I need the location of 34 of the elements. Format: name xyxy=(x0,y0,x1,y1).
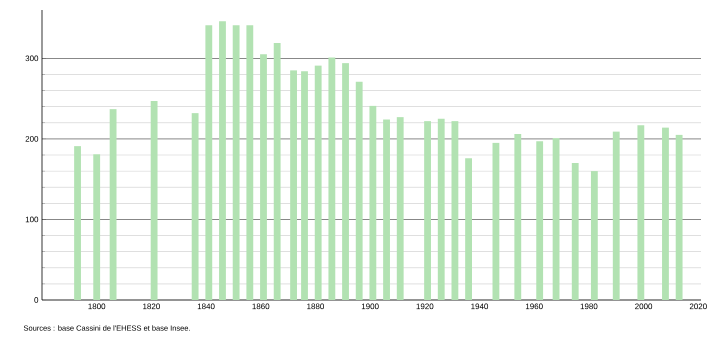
bar xyxy=(465,158,472,300)
bar xyxy=(514,134,522,300)
bar xyxy=(74,146,81,300)
bar xyxy=(246,25,254,300)
bar xyxy=(328,58,336,300)
bar xyxy=(451,121,458,300)
bar xyxy=(369,106,376,300)
bar xyxy=(232,25,240,300)
bar xyxy=(301,71,308,300)
bar xyxy=(438,118,445,300)
bar xyxy=(314,66,322,300)
bar xyxy=(676,134,683,300)
bar xyxy=(110,109,117,300)
bar xyxy=(150,101,158,300)
bar xyxy=(637,125,644,300)
bar xyxy=(536,141,544,300)
bar xyxy=(383,120,390,300)
bar xyxy=(205,25,212,300)
bar xyxy=(492,142,500,300)
bar xyxy=(260,54,267,300)
bar xyxy=(552,138,560,300)
bar xyxy=(396,117,404,300)
bar xyxy=(93,154,100,300)
bar xyxy=(290,70,297,300)
bar xyxy=(219,21,226,300)
bar xyxy=(612,132,620,300)
bar xyxy=(662,128,669,300)
bar xyxy=(356,82,363,300)
bar xyxy=(342,63,349,300)
bar xyxy=(590,171,598,300)
bar xyxy=(274,43,281,300)
bar xyxy=(424,121,431,300)
bar xyxy=(192,113,199,300)
bar xyxy=(572,163,579,300)
